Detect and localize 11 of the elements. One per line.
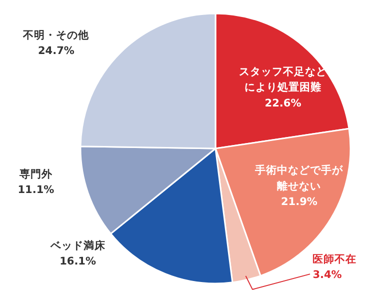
slice-label: 不明・その他 [22,28,90,42]
data-label: 16.1% [60,256,96,268]
slice-label: ベッド満床 [49,239,106,252]
data-label: 21.9% [280,196,318,208]
data-label: 11.1% [18,184,55,196]
slice-label: 医師不在 [312,252,357,266]
data-label: 3.4% [312,269,342,282]
data-label: 24.7% [38,45,75,57]
data-label: 22.6% [264,97,302,110]
slice-label: 専門外 [18,167,54,180]
slice-label: 手術中などで手が離せない [254,164,344,192]
